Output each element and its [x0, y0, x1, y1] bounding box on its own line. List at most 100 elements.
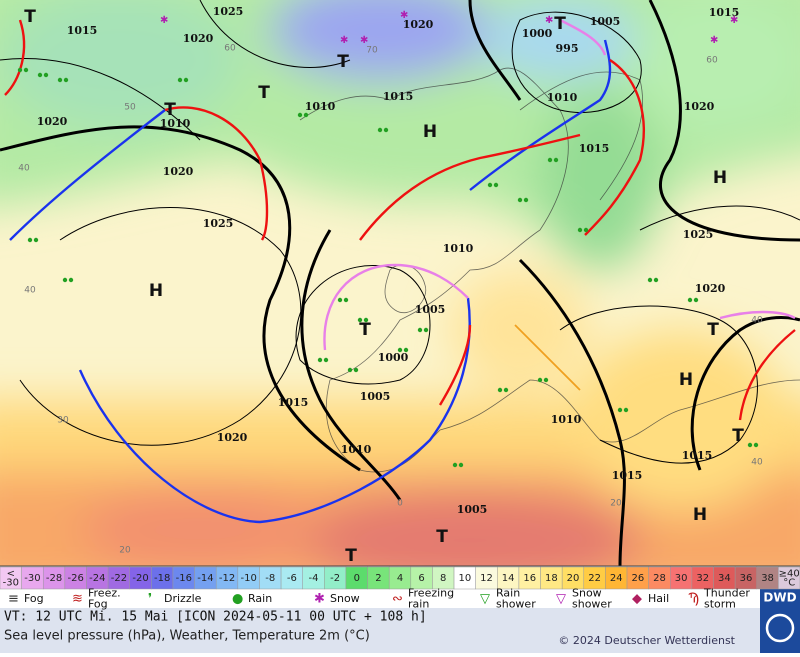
- rain-symbol: [547, 157, 553, 163]
- high-pressure: H: [693, 505, 707, 525]
- isotherm-label: 30: [57, 416, 69, 426]
- isobar-label: 1000: [378, 351, 409, 364]
- isobar-label: 1020: [163, 165, 194, 178]
- colorbar-label: 10: [458, 573, 471, 584]
- colorbar-label: 24: [610, 573, 623, 584]
- rain-symbol: [62, 277, 68, 283]
- colorbar-label: 2: [375, 573, 381, 584]
- isobar-label: 1025: [213, 5, 244, 18]
- isobar-label: 1010: [160, 117, 191, 130]
- isobar-label: 1020: [403, 18, 434, 31]
- colorbar-label: 20: [567, 573, 580, 584]
- isobar-label: 1020: [183, 32, 214, 45]
- rain-symbol: [543, 377, 549, 383]
- legend-label: shower: [572, 598, 612, 611]
- legend-icon: ≡: [8, 592, 19, 607]
- legend-label: Rain: [496, 587, 520, 600]
- legend-icon: ✱: [314, 592, 325, 607]
- isotherm-label: 40: [18, 164, 30, 174]
- legend-label: storm: [704, 598, 736, 611]
- rain-symbol: [397, 347, 403, 353]
- map-background: [0, 0, 800, 566]
- low-pressure: T: [359, 320, 371, 340]
- rain-symbol: [417, 327, 423, 333]
- rain-symbol: [452, 462, 458, 468]
- valid-time: VT: 12 UTC Mi. 15 Mai [ICON 2024-05-11 0…: [4, 610, 427, 625]
- colorbar-label: -28: [46, 573, 62, 584]
- rain-symbol: [347, 367, 353, 373]
- low-pressure: T: [554, 14, 566, 34]
- legend-label: Fog: [88, 598, 108, 611]
- snow-symbol: ✱: [360, 35, 368, 46]
- legend-icon: ❜: [148, 592, 152, 607]
- legend-icon: ≋: [72, 592, 83, 607]
- isobar-label: 1010: [551, 413, 582, 426]
- high-pressure: H: [149, 281, 163, 301]
- rain-symbol: [753, 442, 759, 448]
- colorbar-label: 18: [545, 573, 558, 584]
- low-pressure: T: [337, 52, 349, 72]
- rain-symbol: [297, 112, 303, 118]
- colorbar-label: -30: [24, 573, 40, 584]
- colorbar-label: -26: [68, 573, 84, 584]
- colorbar-label: -30: [3, 578, 19, 589]
- rain-symbol: [27, 237, 33, 243]
- legend-label: rain: [408, 598, 429, 611]
- colorbar-label: ≥40: [779, 569, 800, 580]
- snow-symbol: ✱: [340, 35, 348, 46]
- isobar-label: 1010: [341, 443, 372, 456]
- isobar-label: 1020: [217, 431, 248, 444]
- colorbar-label: <: [7, 569, 15, 580]
- low-pressure: T: [707, 320, 719, 340]
- colorbar-label: °C: [783, 578, 795, 589]
- rain-symbol: [497, 387, 503, 393]
- colorbar-label: -8: [265, 573, 275, 584]
- rain-symbol: [337, 297, 343, 303]
- rain-symbol: [583, 227, 589, 233]
- isobar-label: 1015: [709, 6, 740, 19]
- rain-symbol: [68, 277, 74, 283]
- rain-symbol: [377, 127, 383, 133]
- legend-label: Hail: [648, 592, 669, 605]
- legend-icon: ▽: [556, 592, 566, 607]
- isobar-label: 1015: [579, 142, 610, 155]
- rain-symbol: [487, 182, 493, 188]
- isotherm-label: 40: [24, 286, 36, 296]
- rain-symbol: [577, 227, 583, 233]
- rain-symbol: [343, 297, 349, 303]
- colorbar-label: -6: [287, 573, 297, 584]
- legend-label: shower: [496, 598, 536, 611]
- rain-symbol: [553, 157, 559, 163]
- colorbar-label: -14: [197, 573, 213, 584]
- isobar-label: 1015: [612, 469, 643, 482]
- isotherm-label: 40: [751, 458, 763, 468]
- legend-label: Freez.: [88, 587, 121, 600]
- rain-symbol: [747, 442, 753, 448]
- colorbar-label: 6: [418, 573, 424, 584]
- legend-icon: ▽: [480, 592, 490, 607]
- colorbar-label: -12: [219, 573, 235, 584]
- rain-symbol: [17, 67, 23, 73]
- rain-symbol: [357, 317, 363, 323]
- colorbar-label: -18: [154, 573, 170, 584]
- isotherm-label: 60: [224, 44, 236, 54]
- isobar-label: 1005: [415, 303, 446, 316]
- snow-symbol: ✱: [160, 15, 168, 26]
- legend-icon: ∾: [392, 592, 403, 607]
- snow-symbol: ✱: [710, 35, 718, 46]
- isobar-label: 1015: [383, 90, 414, 103]
- rain-symbol: [493, 182, 499, 188]
- legend-label: Freezing: [408, 587, 454, 600]
- rain-symbol: [303, 112, 309, 118]
- rain-symbol: [23, 67, 29, 73]
- rain-symbol: [617, 407, 623, 413]
- copyright: © 2024 Deutscher Wetterdienst: [558, 634, 735, 647]
- isotherm-label: 50: [124, 103, 136, 113]
- legend-label: Snow: [330, 592, 360, 605]
- isotherm-label: 70: [366, 46, 378, 56]
- high-pressure: H: [713, 168, 727, 188]
- legend-label: Rain: [248, 592, 272, 605]
- colorbar-label: 32: [696, 573, 709, 584]
- isobar-label: 1000: [522, 27, 553, 40]
- colorbar-label: 28: [653, 573, 666, 584]
